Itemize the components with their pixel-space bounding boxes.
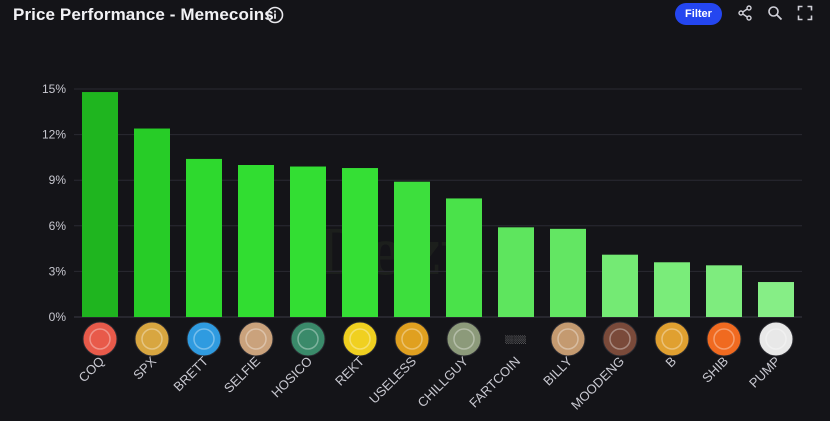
hosico-token-icon <box>290 321 326 357</box>
selfie-token-icon <box>238 321 274 357</box>
x-tick-label: BILLY <box>540 353 575 388</box>
filter-button[interactable]: Filter <box>675 3 722 25</box>
bar-b[interactable] <box>654 262 690 317</box>
x-tick-label: BRETT <box>170 353 211 394</box>
y-tick-label: 15% <box>42 82 66 96</box>
coq-token-icon <box>82 321 118 357</box>
x-axis-ticks: COQ SPX BRETT SELFIE HOSICO REKTUSELESSCHILLG… <box>76 353 784 412</box>
moodeng-token-icon <box>602 321 638 357</box>
bar-rekt[interactable] <box>342 168 378 317</box>
b-token-icon <box>654 321 690 357</box>
chillguy-token-icon <box>446 321 482 357</box>
x-tick-label: HOSICO <box>268 354 315 401</box>
fullscreen-icon[interactable] <box>797 5 813 21</box>
shib-token-icon <box>706 321 742 357</box>
brett-token-icon <box>186 321 222 357</box>
x-tick-label: COQ <box>76 354 108 386</box>
bar-fartcoin[interactable] <box>498 227 534 317</box>
bar-moodeng[interactable] <box>602 254 638 317</box>
y-axis-ticks: 0% 3% 6% 9% 12% 15% <box>42 82 66 324</box>
x-tick-label: FARTCOIN <box>466 354 523 411</box>
info-icon[interactable] <box>266 6 284 24</box>
bar-pump[interactable] <box>758 282 794 317</box>
bar-billy[interactable] <box>550 228 586 317</box>
bars <box>82 92 794 317</box>
bar-coq[interactable] <box>82 92 118 317</box>
pump-token-icon <box>758 321 794 357</box>
y-tick-label: 6% <box>49 219 67 233</box>
x-tick-label: B <box>662 354 679 371</box>
x-tick-label: REKT <box>332 353 367 388</box>
x-tick-label: MOODENG <box>568 354 627 413</box>
useless-token-icon <box>394 321 430 357</box>
bar-brett[interactable] <box>186 158 222 317</box>
chart-header: Price Performance - Memecoins Filter <box>0 0 830 32</box>
y-tick-label: 3% <box>49 264 67 278</box>
rekt-token-icon <box>342 321 378 357</box>
x-tick-label: CHILLGUY <box>415 353 472 410</box>
chart-title: Price Performance - Memecoins <box>13 5 274 24</box>
x-tick-label: SELFIE <box>221 353 264 396</box>
spx-token-icon <box>134 321 170 357</box>
billy-token-icon <box>550 321 586 357</box>
x-tick-label: USELESS <box>366 353 419 406</box>
y-tick-label: 0% <box>49 310 67 324</box>
zoom-icon[interactable] <box>767 5 783 21</box>
y-tick-label: 12% <box>42 128 66 142</box>
fartcoin-token-icon: ░░░░░ <box>505 335 526 344</box>
x-tick-label: PUMP <box>746 354 783 391</box>
bar-hosico[interactable] <box>290 166 326 317</box>
bar-chillguy[interactable] <box>446 198 482 317</box>
x-tick-label: SPX <box>130 353 159 382</box>
y-tick-label: 9% <box>49 173 67 187</box>
bar-shib[interactable] <box>706 265 742 317</box>
share-icon[interactable] <box>737 5 753 21</box>
x-tick-label: SHIB <box>699 354 731 386</box>
bar-useless[interactable] <box>394 181 430 317</box>
token-icons: ░░░░░ <box>82 321 794 357</box>
bar-selfie[interactable] <box>238 165 274 317</box>
bar-spx[interactable] <box>134 128 170 317</box>
svg-text:░░░░░: ░░░░░ <box>505 335 526 344</box>
